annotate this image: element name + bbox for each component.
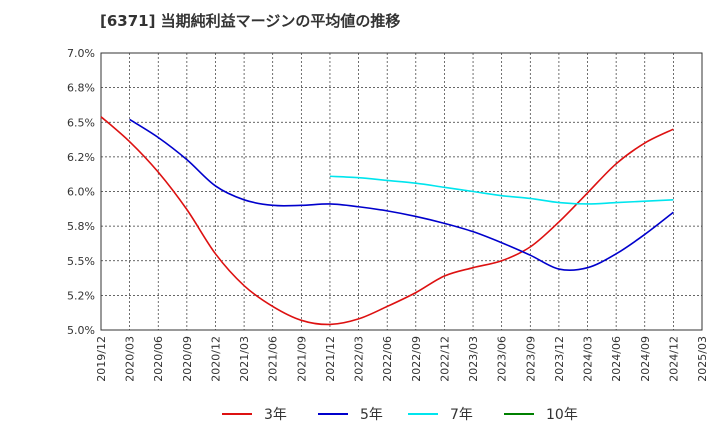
y-tick-label: 5.8%	[67, 220, 95, 233]
x-tick-label: 2022/03	[353, 336, 366, 382]
x-tick-label: 2025/03	[696, 336, 709, 382]
x-tick-label: 2024/06	[610, 336, 623, 382]
x-tick-label: 2021/03	[238, 336, 251, 382]
plot-frame	[100, 52, 703, 331]
x-tick-label: 2023/09	[524, 336, 537, 382]
x-tick-label: 2020/03	[124, 336, 137, 382]
chart-title: [6371] 当期純利益マージンの平均値の推移	[100, 12, 401, 30]
x-tick-label: 2023/12	[553, 336, 566, 382]
x-tick-label: 2021/06	[267, 336, 280, 382]
y-tick-label: 5.0%	[67, 324, 95, 337]
y-tick-label: 5.2%	[67, 289, 95, 302]
legend-label: 7年	[450, 407, 473, 423]
y-tick-label: 7.0%	[67, 47, 95, 60]
x-tick-label: 2019/12	[95, 336, 108, 382]
series-line-3	[329, 175, 674, 205]
x-tick-label: 2024/09	[639, 336, 652, 382]
legend: 3年 5年 7年 10年	[222, 407, 578, 423]
x-tick-label: 2020/06	[152, 336, 165, 382]
x-tick-label: 2024/12	[667, 336, 680, 382]
legend-label: 10年	[546, 407, 578, 423]
grid	[100, 52, 703, 331]
x-tick-label: 2021/12	[324, 336, 337, 382]
y-tick-label: 6.2%	[67, 151, 95, 164]
x-tick-label: 2024/03	[582, 336, 595, 382]
x-tick-label: 2023/06	[496, 336, 509, 382]
y-tick-label: 6.8%	[67, 82, 95, 95]
series-line-1	[100, 116, 674, 326]
legend-label: 5年	[360, 407, 383, 423]
x-tick-label: 2022/12	[438, 336, 451, 382]
legend-label: 3年	[264, 407, 287, 423]
x-tick-label: 2023/03	[467, 336, 480, 382]
series-line-2	[129, 118, 674, 272]
axes: 5.0% 5.2% 5.5% 5.8% 6.0% 6.2% 6.5% 6.8% 7.0% 2019…	[67, 47, 709, 382]
x-tick-label: 2021/09	[295, 336, 308, 382]
x-tick-label: 2020/09	[181, 336, 194, 382]
y-tick-label: 6.5%	[67, 116, 95, 129]
y-tick-label: 5.5%	[67, 255, 95, 268]
y-tick-label: 6.0%	[67, 186, 95, 199]
series-lines	[100, 116, 674, 326]
x-tick-label: 2020/12	[209, 336, 222, 382]
x-tick-label: 2022/06	[381, 336, 394, 382]
x-tick-label: 2022/09	[410, 336, 423, 382]
